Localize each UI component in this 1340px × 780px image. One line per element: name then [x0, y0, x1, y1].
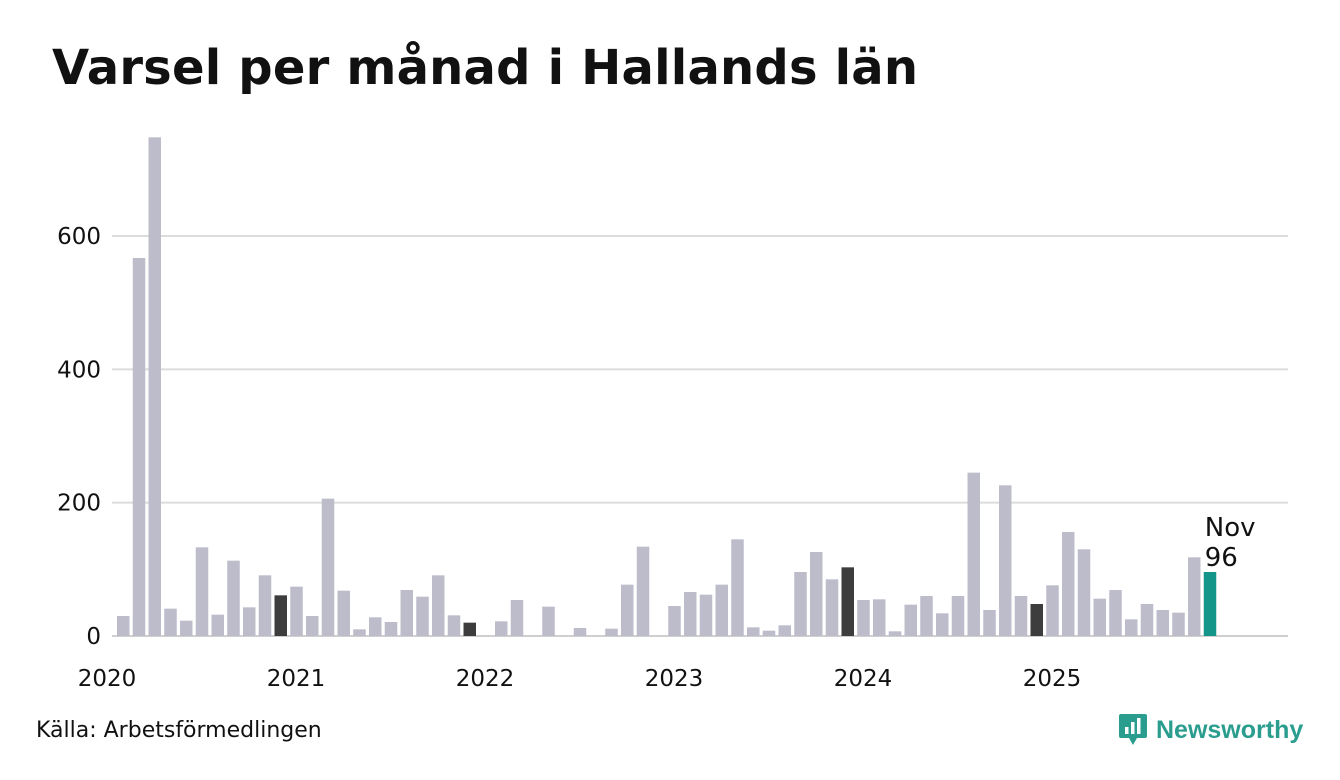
bar	[967, 472, 980, 636]
bar	[1030, 603, 1043, 636]
bar	[148, 137, 161, 636]
bar	[1062, 531, 1075, 636]
bar	[337, 590, 350, 636]
bar	[416, 596, 429, 636]
annotation-month: Nov	[1205, 513, 1256, 543]
x-tick-label: 2020	[78, 666, 137, 692]
bar	[353, 629, 366, 636]
bar	[306, 615, 319, 636]
bar	[227, 560, 240, 636]
annotation-value: 96	[1205, 543, 1238, 573]
bar	[999, 485, 1012, 636]
bar	[1188, 557, 1201, 636]
bar	[274, 595, 287, 636]
bar	[920, 595, 933, 636]
bar	[290, 586, 303, 636]
bar	[857, 599, 870, 636]
bar	[778, 625, 791, 636]
bar	[432, 575, 445, 636]
y-tick-label: 200	[57, 491, 101, 517]
bar	[873, 599, 886, 636]
bar	[1172, 612, 1185, 636]
bar	[1014, 595, 1028, 636]
bar	[211, 614, 224, 636]
y-tick-label: 600	[57, 224, 101, 250]
bar	[400, 589, 413, 636]
bar	[794, 571, 807, 636]
bar	[904, 604, 917, 636]
bar	[495, 621, 508, 636]
bar	[258, 575, 272, 636]
bar	[243, 607, 256, 636]
x-tick-label: 2021	[267, 666, 326, 692]
bar	[1156, 609, 1169, 636]
bar-latest	[1203, 571, 1217, 636]
newsworthy-logo-text: Newsworthy	[1156, 715, 1304, 744]
bar	[447, 615, 461, 636]
y-tick-label: 400	[57, 357, 101, 383]
bar	[605, 628, 618, 636]
bar	[731, 539, 744, 636]
bar	[321, 498, 335, 636]
y-tick-label: 0	[86, 624, 101, 650]
y-axis-ticks: 0 200 400 600	[57, 224, 101, 650]
newsworthy-logo: Newsworthy	[1118, 713, 1303, 747]
bar	[1125, 619, 1138, 636]
bar	[1077, 549, 1091, 636]
bar	[684, 591, 697, 636]
bar	[463, 622, 476, 636]
bar	[542, 606, 555, 636]
bar	[715, 584, 728, 636]
bar	[636, 546, 650, 636]
bar	[762, 630, 776, 636]
x-axis-ticks: 2020 2021 2022 2023 2024 2025	[78, 666, 1082, 692]
bar	[1046, 585, 1059, 636]
x-tick-label: 2024	[834, 666, 893, 692]
chart-title: Varsel per månad i Hallands län	[52, 40, 919, 96]
bar	[1140, 603, 1154, 636]
bar	[747, 627, 760, 636]
x-tick-label: 2023	[645, 666, 704, 692]
bar	[983, 609, 996, 636]
bar	[195, 547, 209, 636]
bar	[825, 579, 839, 636]
bar	[1093, 598, 1106, 636]
gridlines	[112, 234, 1288, 637]
bar	[1109, 589, 1122, 636]
source-note: Källa: Arbetsförmedlingen	[36, 718, 322, 743]
bar	[936, 613, 949, 636]
bar	[668, 605, 681, 636]
bar	[117, 615, 130, 636]
bar	[951, 595, 965, 636]
bar	[510, 599, 524, 636]
x-tick-label: 2022	[456, 666, 515, 692]
bar	[369, 617, 382, 636]
newsworthy-logo-icon	[1119, 714, 1147, 745]
bar	[164, 608, 177, 636]
bars	[117, 137, 1217, 636]
bar	[810, 551, 823, 636]
bar	[384, 621, 398, 636]
bar	[573, 627, 587, 636]
bar	[699, 594, 713, 636]
bar	[888, 631, 902, 636]
bar	[621, 584, 634, 636]
x-tick-label: 2025	[1023, 666, 1082, 692]
bar	[132, 257, 146, 636]
bar	[841, 567, 854, 636]
bar	[180, 620, 193, 636]
